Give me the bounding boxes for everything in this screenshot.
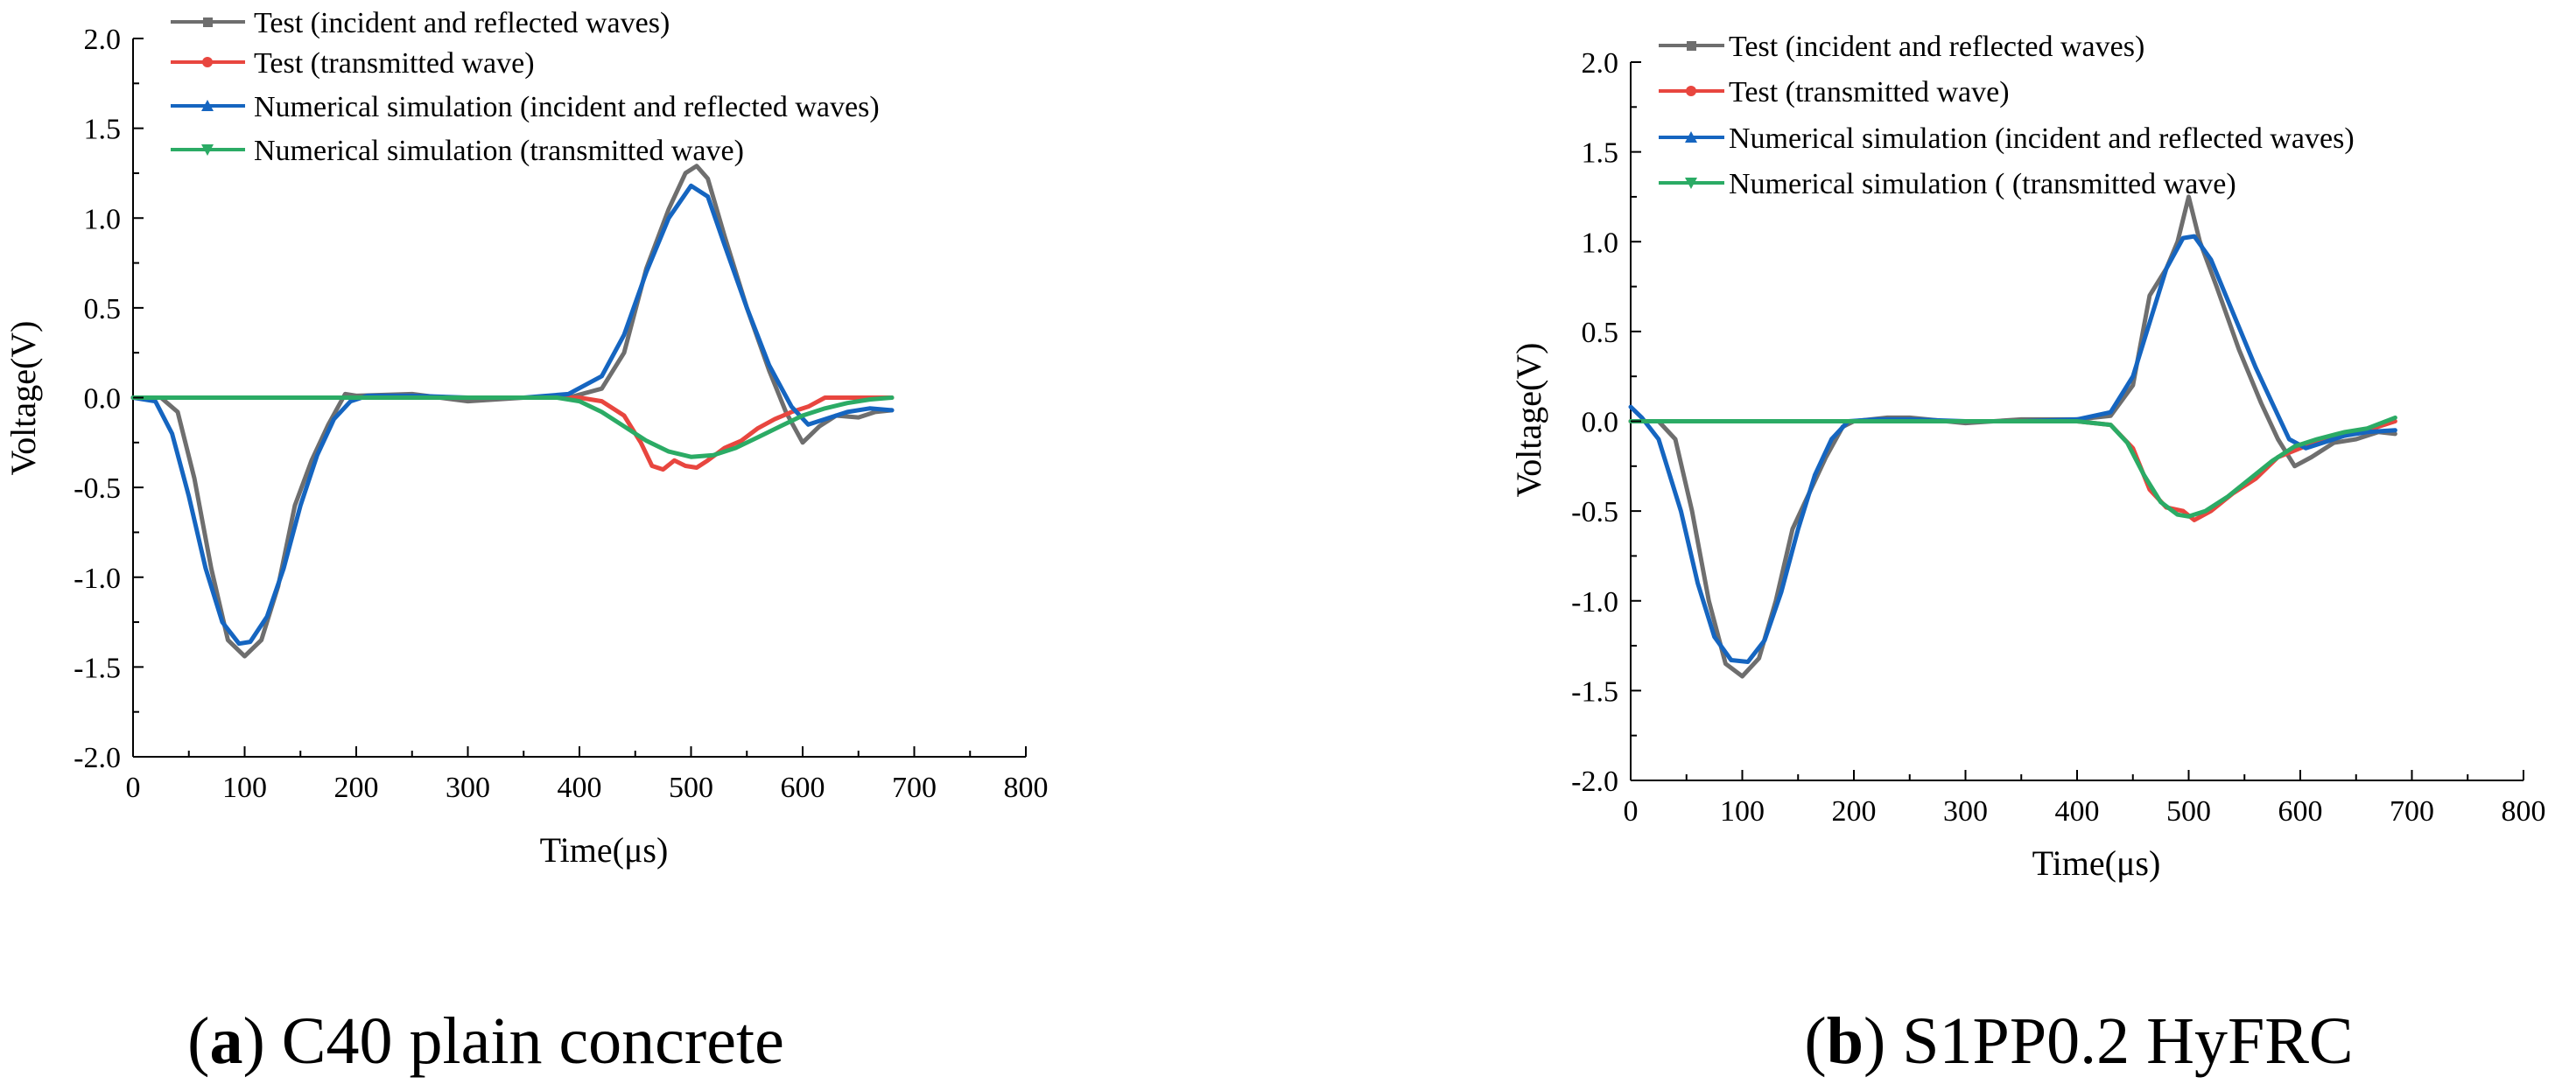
legend-a-label-0: Test (incident and reflected waves)	[254, 7, 670, 39]
x-tick-label-b-0: 0	[1624, 795, 1639, 828]
y-tick-label-a-3: 0.5	[84, 293, 122, 325]
y-tick-label-b-5: -0.5	[1571, 496, 1618, 528]
y-tick-label-b-2: 1.0	[1582, 227, 1619, 259]
plot-area-b	[1628, 62, 2523, 781]
legend-b-label-1: Test (transmitted wave)	[1729, 76, 2010, 108]
series-line-b-2	[1628, 234, 2397, 664]
series-line-b-3	[1628, 415, 2397, 519]
y-tick-label-a-1: 1.5	[84, 114, 122, 146]
legend-a-marker-3	[201, 144, 214, 156]
legend-b-marker-2	[1685, 131, 1697, 143]
x-tick-label-a-3: 300	[446, 772, 490, 804]
y-tick-label-b-4: 0.0	[1582, 407, 1619, 439]
legend-a-marker-0	[203, 17, 213, 27]
legend-a: Test (incident and reflected waves) Test…	[171, 7, 880, 167]
series-line-b-1	[1628, 419, 2397, 522]
legend-a-label-2: Numerical simulation (incident and refle…	[254, 91, 880, 123]
series-line-a-2	[130, 183, 895, 647]
legend-b-marker-0	[1687, 41, 1696, 51]
y-tick-label-a-7: -1.5	[74, 652, 121, 684]
y-tick-label-a-8: -2.0	[74, 742, 121, 774]
caption-b: (b) S1PP0.2 HyFRC	[1804, 1004, 2353, 1078]
legend-b-marker-3	[1685, 178, 1697, 189]
legend-a-item-0: Test (incident and reflected waves)	[171, 7, 670, 39]
x-axis-title-b: Time(μs)	[2032, 843, 2161, 883]
plot-area-a	[130, 38, 1026, 758]
x-tick-label-a-0: 0	[126, 772, 141, 804]
caption-a-text: C40 plain concrete	[282, 1004, 784, 1078]
x-tick-label-a-5: 500	[669, 772, 713, 804]
legend-b: Test (incident and reflected waves) Test…	[1659, 31, 2355, 200]
legend-b-label-3: Numerical simulation ( (transmitted wave…	[1729, 168, 2236, 200]
series-line-a-1	[130, 395, 895, 472]
x-tick-label-b-1: 100	[1720, 795, 1765, 828]
legend-b-item-0: Test (incident and reflected waves)	[1659, 31, 2144, 63]
y-axis-title-a: Voltage(V)	[4, 321, 43, 476]
chart-panel-b: Test (incident and reflected waves) Test…	[1509, 31, 2546, 1078]
legend-a-item-2: Numerical simulation (incident and refle…	[171, 91, 880, 123]
legend-a-marker-2	[201, 100, 214, 111]
x-tick-label-a-1: 100	[222, 772, 267, 804]
legend-a-item-3: Numerical simulation (transmitted wave)	[171, 135, 744, 167]
x-ticks-a: 0 100 200 300 400 500 600 700 800	[126, 746, 1049, 804]
caption-a: (a) C40 plain concrete	[187, 1004, 784, 1078]
y-tick-label-a-5: -0.5	[74, 472, 121, 505]
y-tick-label-b-6: -1.0	[1571, 586, 1618, 619]
y-tick-label-b-0: 2.0	[1582, 47, 1619, 80]
series-line-a-0	[130, 164, 895, 659]
x-tick-label-b-4: 400	[2055, 795, 2100, 828]
legend-b-label-0: Test (incident and reflected waves)	[1729, 31, 2144, 63]
legend-a-item-1: Test (transmitted wave)	[171, 47, 535, 80]
y-tick-label-b-8: -2.0	[1571, 766, 1618, 798]
x-tick-label-a-7: 700	[892, 772, 937, 804]
legend-b-marker-1	[1686, 86, 1696, 96]
legend-b-item-3: Numerical simulation ( (transmitted wave…	[1659, 168, 2236, 200]
caption-a-letter: a	[209, 1004, 242, 1078]
caption-b-letter: b	[1827, 1004, 1864, 1078]
y-tick-label-b-1: 1.5	[1582, 137, 1619, 170]
x-tick-label-b-7: 700	[2390, 795, 2434, 828]
x-tick-label-a-8: 800	[1004, 772, 1049, 804]
caption-b-text: S1PP0.2 HyFRC	[1902, 1004, 2353, 1078]
legend-b-item-1: Test (transmitted wave)	[1659, 76, 2010, 108]
y-tick-label-a-4: 0.0	[84, 383, 122, 416]
x-tick-label-a-4: 400	[558, 772, 602, 804]
legend-b-label-2: Numerical simulation (incident and refle…	[1729, 122, 2355, 155]
x-axis-title-a: Time(μs)	[540, 830, 669, 870]
x-tick-label-b-3: 300	[1943, 795, 1988, 828]
y-tick-label-a-0: 2.0	[84, 24, 122, 56]
legend-b-item-2: Numerical simulation (incident and refle…	[1659, 122, 2355, 155]
y-tick-label-b-3: 0.5	[1582, 317, 1619, 349]
legend-a-label-3: Numerical simulation (transmitted wave)	[254, 135, 744, 167]
series-line-a-3	[130, 395, 895, 459]
y-ticks-b: 2.0 1.5 1.0 0.5 0.0 -0.5 -1.0 -1.5 -2.0	[1571, 47, 1641, 798]
x-tick-label-a-6: 600	[781, 772, 825, 804]
x-tick-label-b-5: 500	[2166, 795, 2211, 828]
x-tick-label-b-6: 600	[2278, 795, 2323, 828]
y-ticks-a: 2.0 1.5 1.0 0.5 0.0 -0.5 -1.0 -1.5 -2.0	[74, 24, 144, 774]
y-axis-title-b: Voltage(V)	[1509, 343, 1548, 498]
x-tick-label-b-2: 200	[1832, 795, 1877, 828]
y-tick-label-a-2: 1.0	[84, 203, 122, 235]
legend-a-label-1: Test (transmitted wave)	[254, 47, 535, 80]
x-ticks-b: 0 100 200 300 400 500 600 700 800	[1624, 770, 2546, 828]
x-tick-label-b-8: 800	[2502, 795, 2546, 828]
x-tick-label-a-2: 200	[334, 772, 379, 804]
series-line-b-0	[1628, 194, 2397, 679]
chart-panel-a: Test (incident and reflected waves) Test…	[4, 7, 1049, 1078]
y-tick-label-b-7: -1.5	[1571, 675, 1618, 708]
y-tick-label-a-6: -1.0	[74, 563, 121, 595]
legend-a-marker-1	[202, 57, 213, 67]
